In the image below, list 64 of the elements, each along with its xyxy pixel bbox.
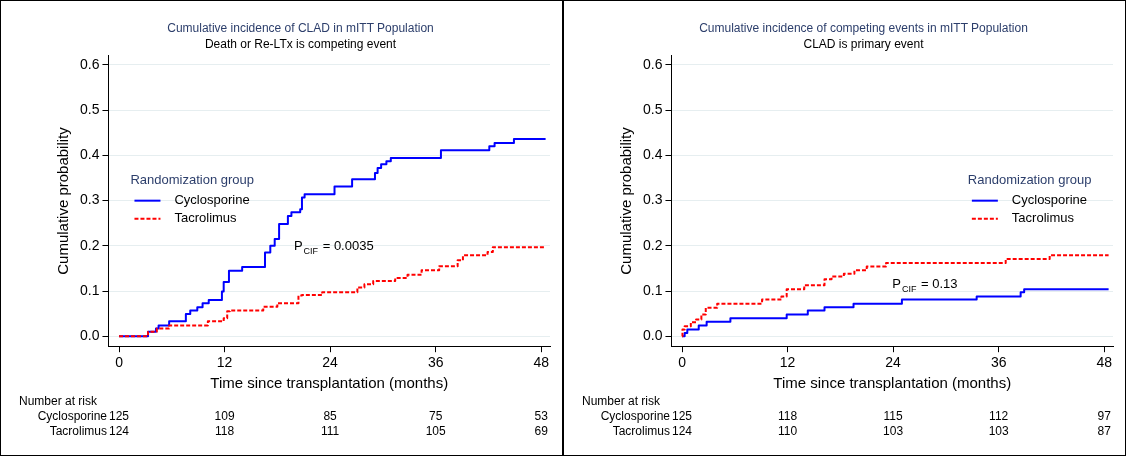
chart-subtitle: Death or Re-LTx is competing event [204,36,397,51]
x-tick-label: 48 [1096,354,1113,371]
legend-label: Tacrolimus [174,210,238,226]
y-tick-label: 0.5 [79,100,100,117]
x-tick-label: 24 [885,354,902,371]
x-tick-label: 36 [990,354,1007,371]
x-tick-label: 12 [216,354,233,371]
text: Tacrolimus [49,424,108,438]
text: 111 [320,424,340,438]
legend-label: Cyclosporine [1011,192,1088,208]
y-axis-title: Cumulative probability [617,126,635,275]
text: 124 [109,424,130,438]
text: 112 [989,409,1009,423]
text: Tacrolimus [612,424,671,438]
legend-title: Randomization group [967,172,1092,188]
x-tick-label: 48 [533,354,550,371]
legend-label: Tacrolimus [1011,210,1075,226]
text: Number at risk [582,394,662,408]
y-tick-label: 0.1 [79,281,100,298]
text: 125 [109,409,130,423]
text: 87 [1097,424,1112,438]
y-tick-label: 0.6 [79,55,100,72]
y-tick-label: 0.0 [79,327,100,344]
x-tick-label: 0 [678,354,687,371]
y-tick-label: 0.5 [642,100,663,117]
chart-subtitle: CLAD is primary event [803,36,925,51]
text: 118 [777,409,798,423]
x-tick-label: 0 [115,354,124,371]
text: 115 [883,409,903,423]
text: Cyclosporine [37,409,108,423]
y-tick-label: 0.0 [642,327,663,344]
text: 75 [428,409,443,423]
y-tick-label: 0.6 [642,55,663,72]
y-tick-label: 0.2 [79,236,100,253]
y-axis-title: Cumulative probability [54,126,72,275]
y-tick-label: 0.2 [642,236,663,253]
text: 110 [777,424,798,438]
x-axis-title: Time since transplantation (months) [773,374,1012,392]
text: 69 [534,424,549,438]
chart-title: Cumulative incidence of CLAD in mITT Population [167,20,434,35]
text: 103 [988,424,1009,438]
text: 97 [1097,409,1112,423]
text: Number at risk [19,394,99,408]
text: Cyclosporine [600,409,671,423]
chart-title: Cumulative incidence of competing events in mITT Population [699,20,1028,35]
text: 118 [214,424,235,438]
y-tick-label: 0.3 [642,191,663,208]
text: 103 [883,424,904,438]
text: 109 [214,409,235,423]
text: 125 [672,409,693,423]
text: 85 [323,409,338,423]
x-tick-label: 36 [427,354,444,371]
text: 105 [425,424,446,438]
y-tick-label: 0.3 [79,191,100,208]
x-tick-label: 24 [322,354,339,371]
text: 53 [534,409,549,423]
x-tick-label: 12 [779,354,796,371]
y-tick-label: 0.4 [79,146,100,163]
y-tick-label: 0.4 [642,146,663,163]
y-tick-label: 0.1 [642,281,663,298]
legend-title: Randomization group [130,172,255,188]
legend-label: Cyclosporine [174,192,250,208]
text: 124 [672,424,693,438]
x-axis-title: Time since transplantation (months) [210,374,449,392]
